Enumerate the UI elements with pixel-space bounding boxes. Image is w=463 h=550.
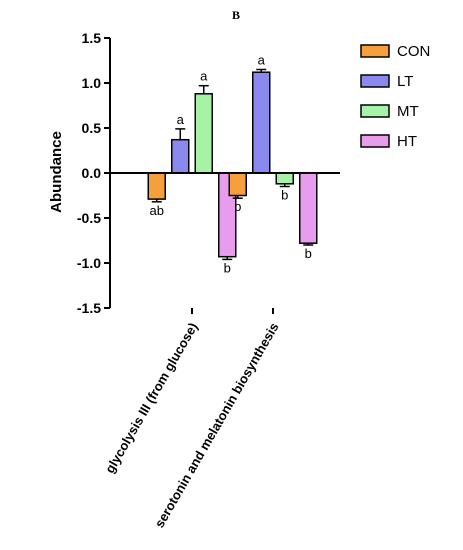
y-tick-label: 1.5 (82, 30, 102, 46)
y-axis-label: Abundance (48, 131, 65, 213)
y-tick-label: -1.5 (77, 300, 101, 316)
significance-label: ab (150, 203, 164, 218)
legend-label-ht: HT (397, 133, 417, 150)
bar-con (147, 172, 166, 200)
y-tick-label: 0.5 (82, 120, 102, 136)
significance-label: a (177, 112, 185, 127)
bar-lt (252, 71, 271, 174)
legend-label-con: CON (397, 43, 430, 60)
y-tick-label: -1.0 (77, 255, 101, 271)
significance-label: b (224, 260, 231, 275)
legend-swatch-con (360, 44, 390, 58)
x-category-label: glycolysis III (from glucose) (102, 320, 201, 476)
significance-label: a (200, 69, 208, 84)
legend-swatch-lt (360, 74, 390, 88)
bar-lt (171, 138, 190, 174)
bar-mt (194, 93, 213, 174)
legend-label-mt: MT (397, 103, 419, 120)
bar-mt (275, 172, 294, 185)
y-tick-label: 0.0 (82, 165, 102, 181)
bar-con (228, 172, 247, 197)
legend-swatch-ht (360, 134, 390, 148)
y-tick-label: 1.0 (82, 75, 102, 91)
significance-label: b (234, 199, 241, 214)
panel-label: B (232, 8, 240, 22)
legend-swatch-mt (360, 104, 390, 118)
significance-label: b (281, 188, 288, 203)
legend-label-lt: LT (397, 73, 413, 90)
significance-label: b (305, 246, 312, 261)
bar-ht (299, 172, 318, 244)
y-tick-label: -0.5 (77, 210, 101, 226)
significance-label: a (258, 53, 266, 68)
